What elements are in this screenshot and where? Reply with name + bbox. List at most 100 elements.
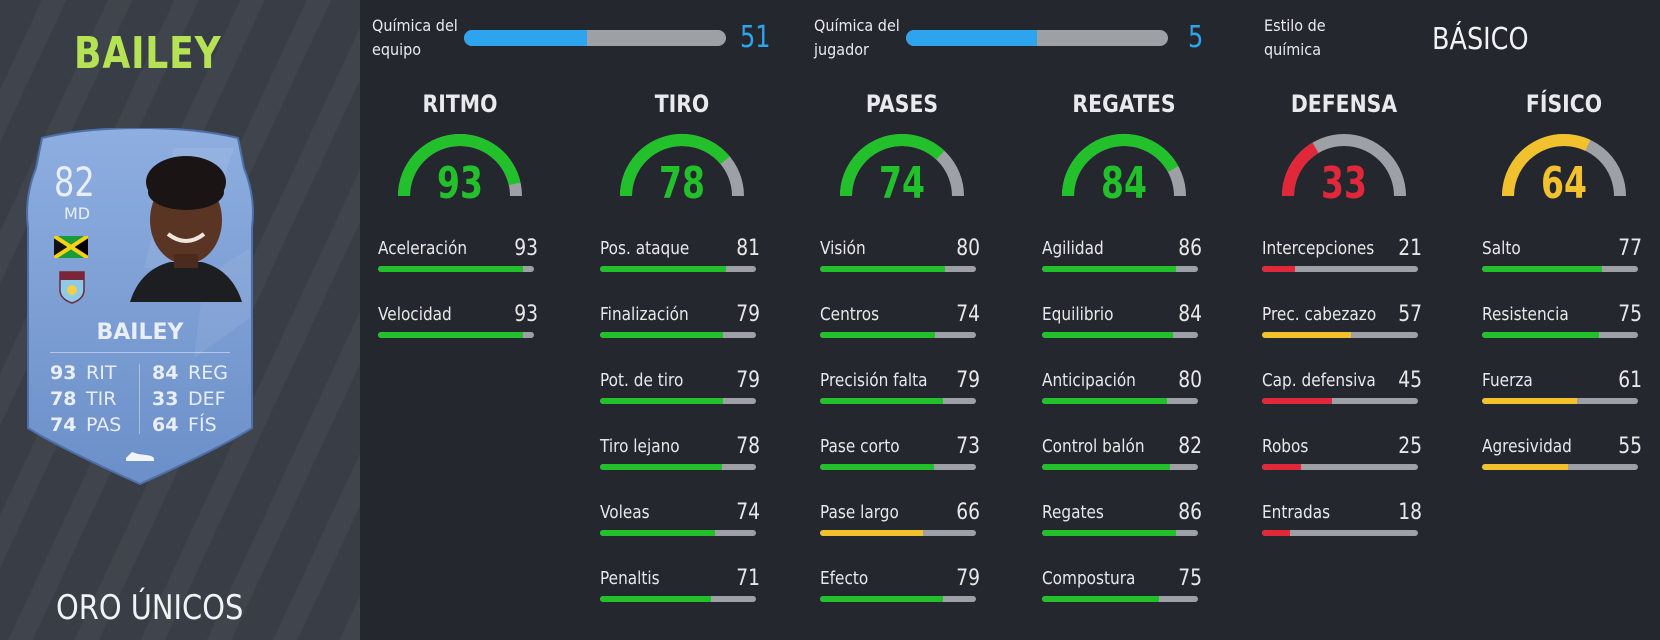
sub-stat-bar-fill [820,596,944,602]
sub-stat-bar-fill [1042,398,1167,404]
sub-stat: Centros 74 [820,302,984,344]
sub-stat-bar [1042,398,1198,404]
category-title: PASES [865,90,939,118]
gauge-fill [398,134,521,197]
sub-stat-bar-fill [1262,332,1351,338]
sub-stat-value: 81 [736,236,760,261]
sub-stat-bar-fill [820,530,923,536]
sub-stat-bar-fill [600,530,716,536]
category-title: TIRO [654,90,710,118]
sub-stat-label: Pos. ataque [600,238,690,259]
sub-stat-bar [378,266,534,272]
sub-stat: Resistencia 75 [1482,302,1646,344]
team-chemistry-bar-fill [464,30,588,46]
sub-stat-bar-fill [600,266,727,272]
player-chemistry-label: Química del jugador [814,14,900,62]
sub-stat-label: Prec. cabezazo [1262,304,1377,325]
sub-stat-label: Entradas [1262,502,1331,523]
category-title: RITMO [422,90,498,118]
gauge-fill [1282,142,1319,197]
sub-stat-bar-fill [820,398,944,404]
card-stat-value: 84 [152,362,179,384]
sub-stat-bar [1482,464,1638,470]
sub-stat-value: 75 [1178,566,1202,591]
sub-stat-bar [378,332,534,338]
sub-stat-bar [1482,266,1638,272]
player-chemistry-bar-fill [906,30,1037,46]
category-value: 84 [1101,158,1147,209]
sub-stat-label: Penaltis [600,568,660,589]
sub-stat: Voleas 74 [600,500,764,542]
sub-stat-value: 18 [1398,500,1422,525]
category-gauge [1062,134,1186,197]
sub-stat-label: Pase corto [820,436,900,457]
card-stat-label: DEF [188,388,226,410]
sub-stat: Pos. ataque 81 [600,236,764,278]
sub-stat-bar [820,464,976,470]
card-version-label: ORO ÚNICOS [56,588,244,628]
chemistry-style-value[interactable]: BÁSICO [1432,22,1529,57]
sub-stat-value: 78 [736,434,760,459]
sub-stat: Agresividad 55 [1482,434,1646,476]
sub-stat: Intercepciones 21 [1262,236,1426,278]
sub-stat-value: 66 [956,500,980,525]
sub-stat: Aceleración 93 [378,236,542,278]
sub-stat: Efecto 79 [820,566,984,608]
stat-column: TIRO 78 Pos. ataque 81 Finalización 79 Pot. de… [600,90,764,630]
sub-stat: Agilidad 86 [1042,236,1206,278]
sub-stat-bar [600,596,756,602]
card-vertical-divider [139,364,140,434]
sub-stat-label: Precisión falta [820,370,928,391]
sub-stat: Equilibrio 84 [1042,302,1206,344]
sub-stat-bar-fill [820,332,936,338]
player-chemistry-bar [906,30,1168,46]
sub-stat-bar-fill [378,266,524,272]
sub-stat-bar-fill [1042,266,1177,272]
sub-stat-bar [820,596,976,602]
category-value: 64 [1541,158,1587,209]
sub-stat: Velocidad 93 [378,302,542,344]
card-stat-row: 93 RIT [50,360,121,386]
card-stat-value: 93 [50,362,77,384]
player-photo-icon [130,156,242,302]
sub-stat-value: 84 [1178,302,1202,327]
sub-stat-label: Pot. de tiro [600,370,684,391]
card-stats-left: 93 RIT 78 TIR 74 PAS [50,360,121,438]
sub-stat-value: 86 [1178,500,1202,525]
sub-stat-value: 71 [736,566,760,591]
sub-stat-bar-fill [1262,266,1295,272]
sub-stat-label: Agresividad [1482,436,1572,457]
sub-stat-bar-fill [1262,464,1301,470]
sub-stat-value: 55 [1618,434,1642,459]
player-chemistry-value: 5 [1188,20,1204,55]
sub-stat-bar [1482,398,1638,404]
category-value: 93 [437,158,483,209]
player-card[interactable]: 82 MD BAILEY 93 RIT 78 TIR 74 P [24,128,256,486]
sub-stat-value: 61 [1618,368,1642,393]
sub-stat-bar-fill [1042,596,1159,602]
sub-stat-value: 80 [1178,368,1202,393]
sub-stat-bar [600,464,756,470]
sub-stat-label: Fuerza [1482,370,1533,391]
card-stat-label: FÍS [188,414,217,436]
stat-column: RITMO 93 Aceleración 93 Velocidad 93 [378,90,542,630]
card-stat-row: 74 PAS [50,412,121,438]
sub-stat-bar [1262,266,1418,272]
sub-stat-bar-fill [378,332,524,338]
card-divider [50,352,230,353]
sub-stat-value: 57 [1398,302,1422,327]
sub-stat-bar [1042,464,1198,470]
gauge-fill [840,134,945,197]
label-line: Química del [372,16,458,35]
boot-icon [126,452,154,461]
sub-stat-bar-fill [1042,332,1174,338]
team-chemistry-bar [464,30,726,46]
category-gauge [1502,134,1626,197]
sub-stat: Penaltis 71 [600,566,764,608]
sub-stat-value: 21 [1398,236,1422,261]
sub-stat-value: 73 [956,434,980,459]
sub-stat-value: 74 [736,500,760,525]
sub-stat-bar [1042,266,1198,272]
sub-stat-bar [1042,530,1198,536]
sub-stat-bar [1262,464,1418,470]
